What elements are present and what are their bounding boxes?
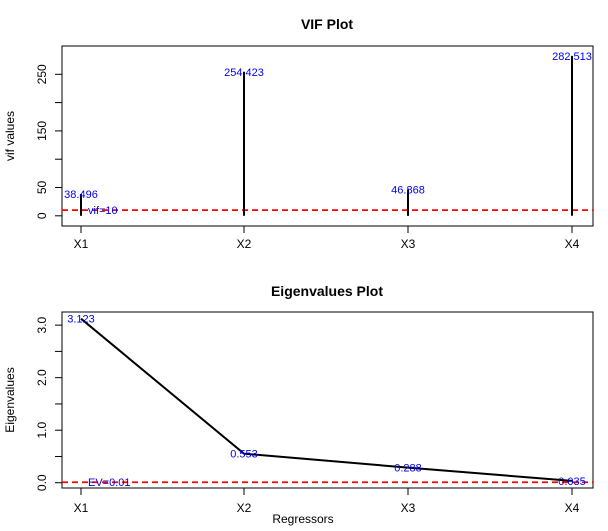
- eigen-y-axis-label: Eigenvalues: [3, 367, 17, 432]
- eigen-x-tick-label: X2: [237, 501, 252, 515]
- eigen-value-label: 0.035: [558, 476, 586, 488]
- vif-value-label: 254.423: [224, 67, 264, 79]
- vif-plot-frame: [61, 45, 594, 227]
- vif-y-tick-label: 250: [35, 64, 49, 84]
- vif-x-tick-label: X1: [74, 237, 89, 251]
- vif-y-axis-label: vif values: [3, 111, 17, 161]
- eigenvalues-panel: Eigenvalues Plot Eigenvalues Regressors …: [3, 283, 594, 526]
- vif-x-tick-label: X3: [401, 237, 416, 251]
- eigen-line: [80, 317, 573, 482]
- vif-x-tick-label: X2: [237, 237, 252, 251]
- eigen-line-series: [80, 317, 573, 482]
- vif-value-label: 38.496: [64, 189, 98, 201]
- eigen-reference-line-group: EV=0.01: [62, 477, 593, 489]
- vif-chart-title: VIF Plot: [301, 16, 353, 32]
- eigen-plot-frame: [61, 311, 594, 489]
- vif-reference-line-group: vif=10: [62, 205, 593, 217]
- eigen-reference-label: EV=0.01: [88, 477, 131, 489]
- eigen-value-label: 3.123: [67, 314, 95, 326]
- eigen-value-labels: 3.123 0.553 0.288 0.035: [67, 314, 586, 488]
- eigen-x-tick-label: X4: [565, 501, 580, 515]
- eigen-y-tick-label: 2.0: [35, 369, 49, 386]
- eigen-x-axis: X1 X2 X3 X4: [74, 488, 580, 515]
- eigen-x-tick-label: X1: [74, 501, 89, 515]
- vif-value-label: 282.513: [552, 51, 592, 63]
- vif-panel: VIF Plot vif values 0 50 150 250 X1 X2 X3 X4 v…: [3, 16, 594, 251]
- eigen-x-tick-label: X3: [401, 501, 416, 515]
- vif-value-label: 46.868: [391, 184, 425, 196]
- vif-y-tick-label: 50: [35, 181, 49, 195]
- eigen-chart-title: Eigenvalues Plot: [271, 283, 383, 299]
- eigen-y-tick-label: 3.0: [35, 316, 49, 333]
- vif-y-axis: 0 50 150 250: [35, 64, 62, 219]
- vif-y-tick-label: 150: [35, 121, 49, 141]
- eigen-y-tick-label: 0.0: [35, 474, 49, 491]
- vif-bars: [80, 55, 573, 216]
- eigen-value-label: 0.553: [230, 449, 258, 461]
- vif-x-axis: X1 X2 X3 X4: [74, 226, 580, 251]
- vif-x-tick-label: X4: [565, 237, 580, 251]
- vif-reference-label: vif=10: [88, 205, 118, 217]
- eigen-value-label: 0.288: [394, 463, 422, 475]
- vif-y-tick-label: 0: [35, 212, 49, 219]
- eigen-x-axis-label: Regressors: [272, 512, 333, 526]
- eigen-y-tick-label: 1.0: [35, 422, 49, 439]
- eigen-y-axis: 0.0 1.0 2.0 3.0: [35, 316, 62, 491]
- vif-value-labels: 38.496 254.423 46.868 282.513: [64, 51, 592, 201]
